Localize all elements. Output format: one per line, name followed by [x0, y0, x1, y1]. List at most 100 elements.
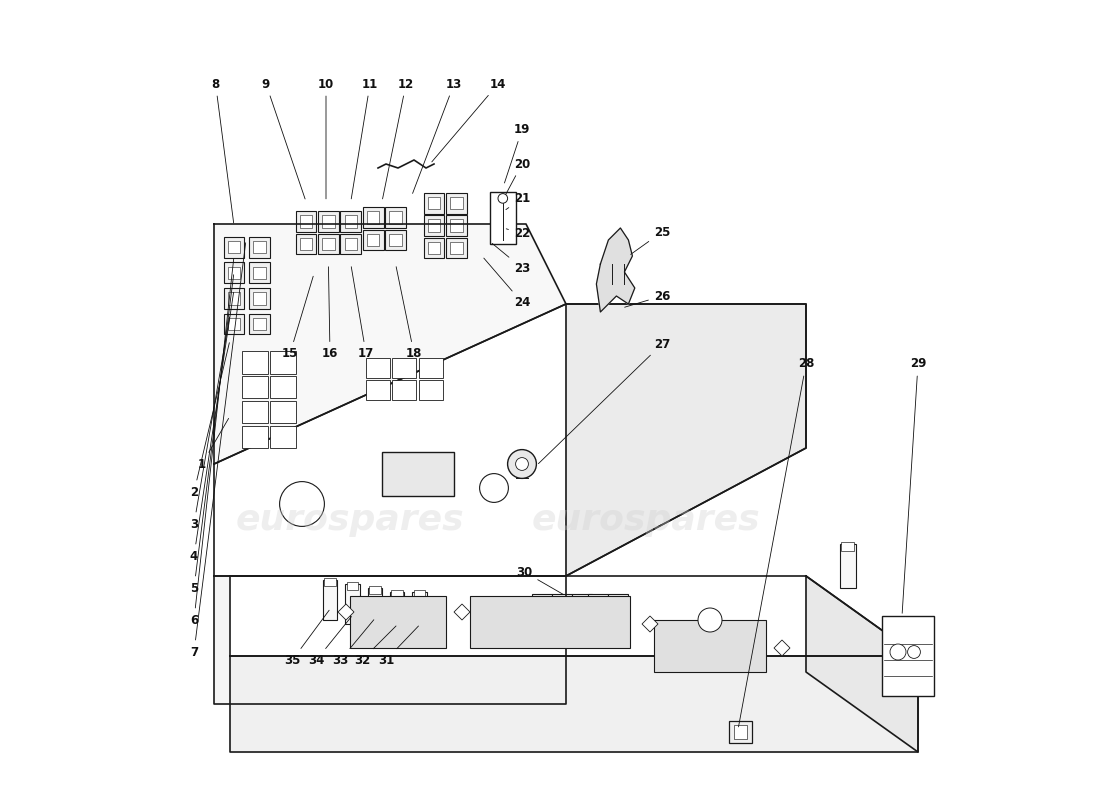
Bar — [734, 726, 747, 738]
Text: 30: 30 — [516, 566, 563, 594]
Polygon shape — [806, 576, 918, 752]
Bar — [729, 721, 751, 743]
Text: 28: 28 — [738, 358, 814, 727]
Bar — [367, 211, 380, 224]
Bar — [842, 542, 854, 550]
Text: 18: 18 — [396, 266, 422, 360]
Bar — [392, 590, 403, 598]
Bar — [250, 314, 270, 334]
Bar — [424, 193, 444, 214]
Bar — [587, 594, 608, 614]
Circle shape — [480, 474, 508, 502]
Text: 8: 8 — [211, 78, 233, 223]
Bar — [345, 584, 360, 624]
Bar — [322, 238, 334, 250]
Text: 16: 16 — [322, 266, 338, 360]
Bar — [382, 452, 454, 496]
Bar — [414, 590, 426, 598]
Bar — [340, 211, 361, 232]
Bar — [450, 219, 463, 232]
Bar — [363, 230, 384, 250]
Bar — [390, 592, 405, 632]
Bar — [318, 211, 339, 232]
Bar — [531, 594, 552, 614]
Text: 29: 29 — [902, 358, 926, 614]
Text: eurospares: eurospares — [531, 503, 760, 537]
Bar — [367, 588, 382, 628]
Bar — [366, 380, 390, 400]
Circle shape — [507, 450, 537, 478]
Bar — [446, 193, 466, 214]
Text: 13: 13 — [412, 78, 462, 194]
Bar — [450, 242, 463, 254]
Bar — [318, 234, 339, 254]
Bar — [393, 358, 417, 378]
Text: 1: 1 — [198, 418, 229, 470]
Text: 22: 22 — [506, 227, 530, 240]
Bar — [490, 192, 516, 244]
Bar — [424, 215, 444, 236]
Bar — [340, 234, 361, 254]
Bar — [300, 215, 312, 228]
Circle shape — [498, 194, 507, 203]
Bar — [385, 230, 406, 250]
Bar — [270, 351, 296, 374]
Bar — [839, 544, 856, 588]
Bar — [300, 238, 312, 250]
Circle shape — [698, 608, 722, 632]
Polygon shape — [338, 604, 354, 620]
Text: 23: 23 — [492, 243, 530, 274]
Bar — [253, 292, 266, 305]
Bar — [536, 598, 548, 610]
Polygon shape — [230, 656, 918, 752]
Bar — [412, 592, 427, 632]
Bar — [296, 234, 317, 254]
Polygon shape — [214, 224, 566, 464]
Text: 21: 21 — [506, 192, 530, 210]
Bar — [575, 598, 589, 610]
Text: 19: 19 — [505, 123, 530, 183]
Bar — [612, 598, 624, 610]
Bar — [322, 215, 334, 228]
Bar — [344, 238, 358, 250]
Bar — [270, 401, 296, 423]
Bar — [446, 215, 466, 236]
Bar — [470, 596, 630, 648]
Text: 17: 17 — [351, 266, 374, 360]
Circle shape — [516, 458, 528, 470]
Bar — [223, 237, 244, 258]
Text: 6: 6 — [190, 258, 233, 626]
Text: 15: 15 — [282, 276, 314, 360]
Text: eurospares: eurospares — [235, 503, 464, 537]
Bar — [344, 215, 358, 228]
Text: 27: 27 — [538, 338, 670, 464]
Bar — [607, 594, 628, 614]
Bar — [322, 580, 338, 620]
Bar — [368, 586, 381, 594]
Text: 2: 2 — [190, 342, 230, 498]
Text: 24: 24 — [484, 258, 530, 309]
Bar — [250, 237, 270, 258]
Text: 4: 4 — [190, 292, 233, 562]
Bar — [367, 234, 380, 246]
Text: 31: 31 — [378, 626, 418, 666]
Text: 12: 12 — [383, 78, 414, 199]
Bar — [228, 241, 240, 254]
Bar — [324, 578, 336, 586]
Bar — [389, 234, 402, 246]
Text: 32: 32 — [354, 626, 396, 666]
Bar — [428, 242, 440, 254]
Text: 20: 20 — [505, 158, 530, 196]
Bar — [253, 318, 266, 330]
Bar — [250, 262, 270, 283]
Bar — [385, 207, 406, 228]
Bar — [253, 241, 266, 254]
Text: 14: 14 — [432, 78, 506, 162]
Polygon shape — [774, 640, 790, 656]
Text: 11: 11 — [351, 78, 378, 199]
Bar — [419, 380, 443, 400]
Bar — [223, 314, 244, 334]
Polygon shape — [214, 576, 566, 704]
Bar — [228, 318, 240, 330]
Bar — [366, 358, 390, 378]
